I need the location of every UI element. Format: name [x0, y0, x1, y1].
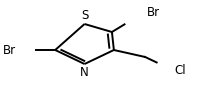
Text: N: N — [80, 66, 89, 79]
Text: Br: Br — [147, 6, 160, 20]
Text: Cl: Cl — [174, 64, 186, 76]
Text: Br: Br — [3, 44, 16, 56]
Text: S: S — [81, 9, 88, 22]
